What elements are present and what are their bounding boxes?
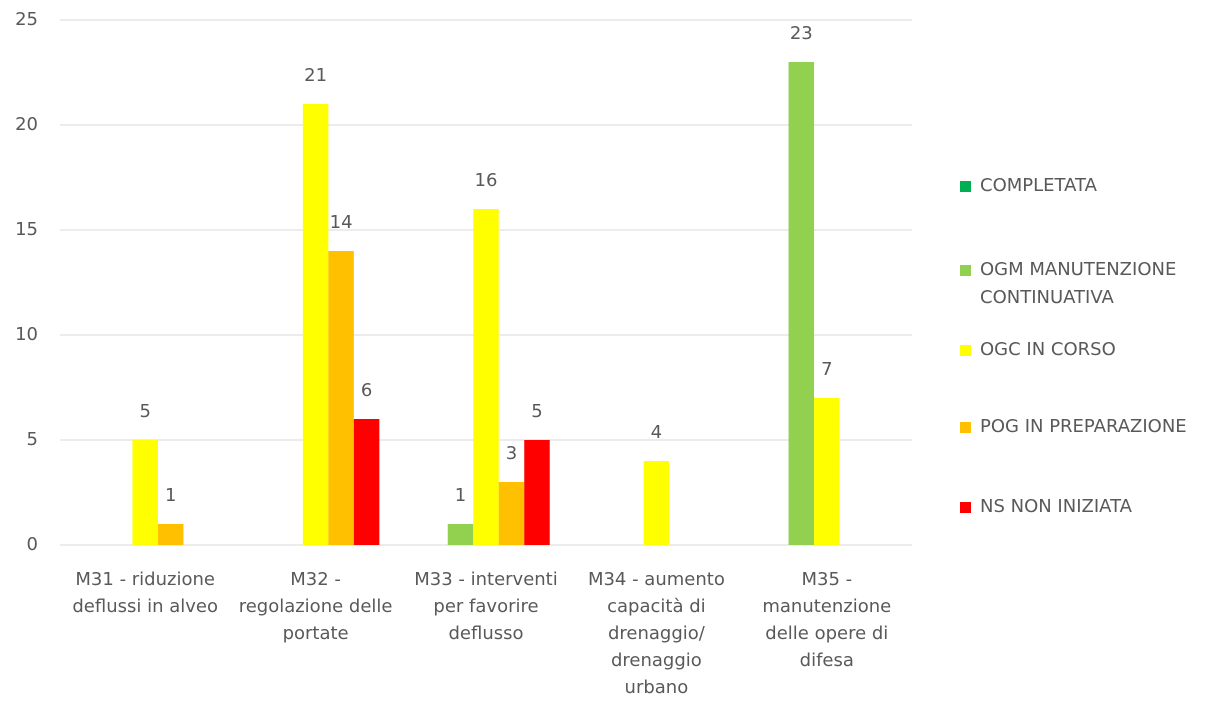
y-tick-label: 0 [27, 534, 38, 555]
data-label: 5 [531, 401, 542, 422]
y-tick-label: 15 [15, 219, 38, 240]
bar [643, 461, 670, 545]
bar [447, 524, 474, 545]
legend-swatch [960, 345, 971, 356]
data-label: 14 [330, 212, 353, 233]
y-tick-label: 10 [15, 324, 38, 345]
x-tick-label: M33 - interventi per favorire deflusso [414, 569, 558, 644]
y-tick-label: 20 [15, 114, 38, 135]
data-label: 6 [361, 380, 372, 401]
legend-swatch [960, 502, 971, 513]
bar [473, 209, 499, 545]
x-tick-label: M32 -regolazione delle portate [239, 569, 393, 644]
bar [302, 104, 329, 545]
x-tick-label: M35 -manutenzione delle opere di difesa [762, 569, 891, 671]
legend-label: POG IN PREPARAZIONE [980, 416, 1187, 437]
data-label: 23 [790, 23, 813, 44]
data-label: 7 [821, 359, 832, 380]
data-label: 16 [475, 170, 498, 191]
data-label: 21 [304, 65, 327, 86]
bar [353, 419, 380, 545]
legend-label: COMPLETATA [980, 175, 1098, 196]
y-tick-label: 5 [27, 429, 38, 450]
legend-swatch [960, 181, 971, 192]
data-label: 1 [165, 485, 176, 506]
legend-label: NS NON INIZIATA [980, 496, 1133, 517]
data-label: 4 [651, 422, 662, 443]
data-label: 3 [506, 443, 517, 464]
x-tick-label: M34 - aumento capacità di drenaggio/drenag… [588, 569, 725, 698]
legend-label: OGM MANUTENZIONE CONTINUATIVA [980, 259, 1176, 308]
data-label: 5 [139, 401, 150, 422]
bar [328, 251, 354, 545]
bar [498, 482, 525, 545]
legend-swatch [960, 265, 971, 276]
bar [524, 440, 550, 545]
x-tick-label: M31 - riduzione deflussi in alveo [72, 569, 218, 617]
bar [132, 440, 158, 545]
bar [157, 524, 184, 545]
data-label: 1 [455, 485, 466, 506]
bar [814, 398, 840, 545]
legend-swatch [960, 422, 971, 433]
y-tick-label: 25 [15, 9, 38, 30]
legend-label: OGC IN CORSO [980, 339, 1116, 360]
bar [788, 62, 815, 545]
